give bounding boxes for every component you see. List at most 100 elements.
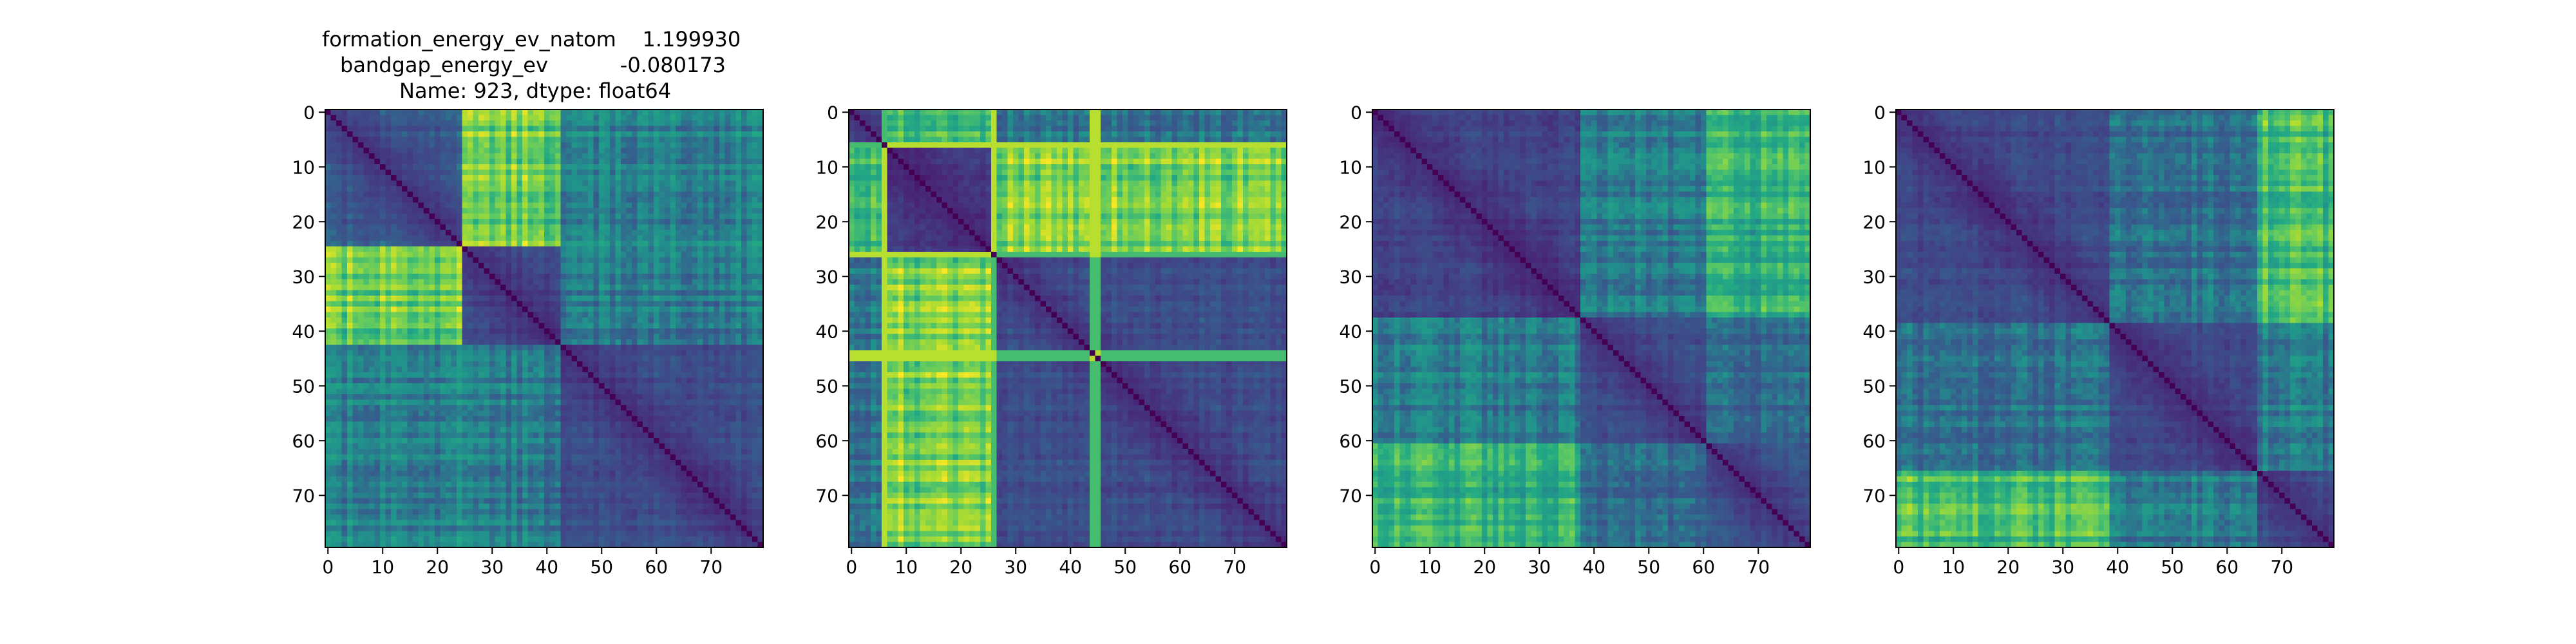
heatmap-cell <box>391 137 397 143</box>
heatmap-cell <box>408 361 413 367</box>
heatmap-cell <box>358 405 364 411</box>
heatmap-cell <box>736 334 742 340</box>
heatmap-cell <box>457 312 462 318</box>
heatmap-cell <box>566 356 572 362</box>
heatmap-cell <box>725 159 731 165</box>
heatmap-cell <box>451 301 457 307</box>
heatmap-cell <box>681 186 687 192</box>
heatmap-cell <box>440 126 446 132</box>
heatmap-cell <box>594 164 600 170</box>
heatmap-cell <box>649 339 654 345</box>
heatmap-cell <box>697 296 703 301</box>
heatmap-cell <box>522 170 528 176</box>
heatmap-cell <box>638 274 643 279</box>
heatmap-cell <box>632 208 638 214</box>
heatmap-cell <box>616 383 621 389</box>
heatmap-cell <box>719 438 725 444</box>
heatmap-cell <box>725 120 731 126</box>
heatmap-cell <box>402 400 408 406</box>
heatmap-cell <box>358 361 364 367</box>
heatmap-cell <box>364 339 370 345</box>
heatmap-cell <box>616 444 621 450</box>
heatmap-cell <box>364 208 370 214</box>
heatmap-cell <box>478 258 484 263</box>
heatmap-cell <box>424 279 430 285</box>
heatmap-cell <box>577 263 583 269</box>
heatmap-cell <box>659 225 665 231</box>
heatmap-cell <box>468 263 473 269</box>
heatmap-cell <box>402 427 408 433</box>
heatmap-cell <box>386 186 392 192</box>
heatmap-cell <box>468 411 473 417</box>
heatmap-cell <box>435 219 440 225</box>
heatmap-cell <box>517 164 523 170</box>
heatmap-cell <box>566 345 572 351</box>
heatmap-cell <box>643 438 649 444</box>
heatmap-cell <box>670 334 676 340</box>
heatmap-cell <box>468 175 473 181</box>
heatmap-cell <box>506 131 512 137</box>
heatmap-cell <box>752 411 758 417</box>
heatmap-cell <box>605 120 611 126</box>
heatmap-cell <box>692 383 698 389</box>
heatmap-cell <box>478 131 484 137</box>
heatmap-cell <box>478 339 484 345</box>
heatmap-cell <box>517 345 523 351</box>
heatmap-cell <box>632 258 638 263</box>
heatmap-cell <box>588 383 594 389</box>
heatmap-cell <box>353 197 359 203</box>
heatmap-cell <box>457 422 462 428</box>
heatmap-cell <box>413 301 419 307</box>
heatmap-cell <box>594 422 600 428</box>
heatmap-cell <box>665 159 670 165</box>
heatmap-cell <box>736 241 742 247</box>
heatmap-cell <box>550 334 556 340</box>
heatmap-cell <box>402 203 408 209</box>
heatmap-cell <box>708 416 714 422</box>
heatmap-cell <box>610 186 616 192</box>
heatmap-cell <box>566 241 572 247</box>
heatmap-cell <box>358 170 364 176</box>
heatmap-cell <box>719 258 725 263</box>
heatmap-cell <box>610 290 616 296</box>
heatmap-cell <box>736 192 742 198</box>
heatmap-cell <box>692 247 698 252</box>
heatmap-cell <box>457 301 462 307</box>
heatmap-cell <box>484 350 490 356</box>
heatmap-cell <box>605 230 611 236</box>
heatmap-cell <box>649 383 654 389</box>
heatmap-cell <box>539 285 545 290</box>
heatmap-cell <box>522 137 528 143</box>
heatmap-cell <box>697 422 703 428</box>
heatmap-cell <box>616 416 621 422</box>
heatmap-cell <box>659 142 665 148</box>
heatmap-cell <box>708 115 714 121</box>
heatmap-cell <box>659 444 665 450</box>
heatmap-cell <box>697 312 703 318</box>
heatmap-cell <box>386 258 392 263</box>
heatmap-cell <box>708 394 714 400</box>
heatmap-cell <box>457 252 462 258</box>
heatmap-cell <box>627 301 632 307</box>
heatmap-cell <box>386 175 392 181</box>
heatmap-cell <box>605 400 611 406</box>
heatmap-cell <box>457 192 462 198</box>
heatmap-cell <box>342 339 348 345</box>
heatmap-cell <box>719 109 725 115</box>
heatmap-cell <box>643 263 649 269</box>
heatmap-cell <box>375 170 381 176</box>
heatmap-cell <box>402 170 408 176</box>
heatmap-cell <box>462 181 468 187</box>
heatmap-cell <box>643 323 649 329</box>
heatmap-cell <box>517 323 523 329</box>
heatmap-cell <box>391 170 397 176</box>
heatmap-cell <box>577 400 583 406</box>
heatmap-cell <box>397 367 402 373</box>
heatmap-cell <box>364 394 370 400</box>
heatmap-cell <box>473 345 479 351</box>
heatmap-cell <box>572 416 578 422</box>
heatmap-cell <box>594 192 600 198</box>
heatmap-cell <box>336 203 342 209</box>
heatmap-cell <box>665 345 670 351</box>
